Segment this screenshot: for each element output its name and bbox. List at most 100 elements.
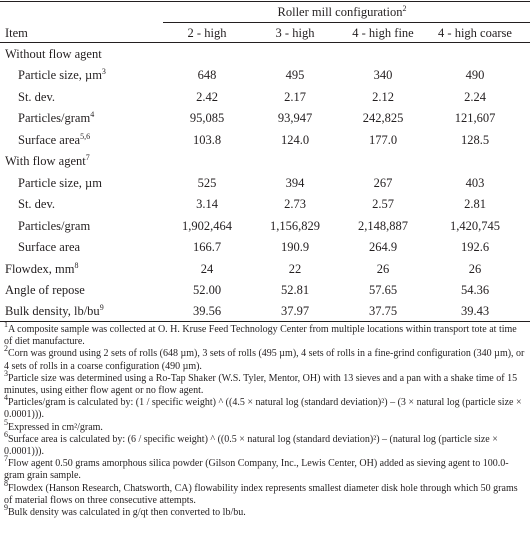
cell: 95,085 (190, 111, 224, 125)
row-label: Particle size, µm3 (18, 68, 106, 83)
cell-text: 2.42 (196, 89, 218, 104)
cell: 26 (377, 262, 390, 276)
superscript: 2 (402, 4, 407, 13)
cell: 3.14 (196, 197, 218, 211)
cell-text: 39.43 (460, 304, 490, 319)
cell-text: 2.12 (372, 89, 394, 104)
row-label-text: Particle size, µm (18, 68, 102, 83)
footnote-text: Flowdex (Hanson Research, Chatsworth, CA… (4, 482, 518, 506)
row-label: Flowdex, mm8 (5, 260, 79, 276)
cell-text: 3.14 (196, 197, 218, 212)
footnote-mark: 5 (4, 417, 8, 427)
cell: 24 (201, 262, 214, 276)
superscript: 5,6 (80, 131, 91, 141)
cell: 1,420,745 (450, 219, 500, 233)
footnote-text: Particles/gram is calculated by: (1 / sp… (4, 397, 522, 421)
cell: 495 (286, 68, 305, 82)
cell-text: 26 (376, 261, 390, 276)
cell-text: 340 (373, 68, 393, 83)
superscript: 4 (90, 110, 95, 120)
section-title-text: Without flow agent (5, 47, 102, 61)
row-label: Surface area5,6 (18, 131, 91, 147)
row-label-text: St. dev. (18, 197, 56, 212)
spanner: Roller mill configuration2 (278, 4, 407, 20)
footnote-text: Corn was ground using 2 sets of rolls (6… (4, 348, 525, 372)
cell-text: 1,420,745 (450, 218, 500, 233)
column-header: 2 - high (188, 26, 227, 40)
cell: 242,825 (363, 111, 404, 125)
row-label: St. dev. (18, 197, 55, 211)
cell: 39.43 (461, 304, 489, 318)
cell: 2.57 (372, 197, 394, 211)
column-header-text: 4 - high fine (352, 26, 414, 40)
cell: 93,947 (278, 111, 312, 125)
row-label-text: Particles/gram (18, 218, 91, 233)
cell: 192.6 (461, 240, 489, 254)
cell-text: 2.81 (464, 197, 486, 212)
cell-text: 177.0 (368, 132, 398, 147)
cell-text: 39.56 (192, 304, 222, 319)
cell-text: 37.97 (280, 304, 310, 319)
cell-text: 525 (197, 175, 217, 190)
cell: 403 (466, 176, 485, 190)
column-header-text: 3 - high (275, 26, 315, 40)
spanner-rule (163, 22, 530, 23)
top-rule (0, 1, 530, 2)
cell: 264.9 (369, 240, 397, 254)
cell: 190.9 (281, 240, 309, 254)
footnote-text: Particle size was determined using a Ro-… (4, 372, 518, 397)
cell: 103.8 (193, 133, 221, 147)
cell: 124.0 (281, 133, 309, 147)
column-header-text: 2 - high (187, 26, 227, 40)
cell-text: 242,825 (362, 111, 404, 126)
footnote-text: Flow agent 0.50 grams amorphous silica p… (4, 458, 509, 482)
footnote: 7Flow agent 0.50 grams amorphous silica … (4, 455, 526, 482)
row-label: St. dev. (18, 90, 55, 104)
superscript: 9 (99, 303, 104, 313)
footnote-mark: 6 (4, 429, 8, 439)
cell: 525 (198, 176, 217, 190)
row-label-text: Particle size, µm (18, 175, 102, 190)
cell-text: 54.36 (460, 282, 490, 297)
row-label-text: Surface area (18, 132, 81, 147)
bottom-rule (0, 321, 530, 322)
row-label-text: Angle of repose (5, 282, 85, 297)
section-title: Without flow agent (5, 47, 102, 61)
cell: 2.12 (372, 90, 394, 104)
footnote: 5Expressed in cm²/gram. (4, 418, 526, 434)
section-title-text: With flow agent (5, 154, 86, 169)
cell: 54.36 (461, 283, 489, 297)
cell: 57.65 (369, 283, 397, 297)
row-label-text: Bulk density, lb/bu (5, 304, 100, 319)
cell-text: 1,156,829 (270, 218, 320, 233)
cell-text: 192.6 (460, 240, 490, 255)
footnote: 8Flowdex (Hanson Research, Chatsworth, C… (4, 479, 526, 507)
row-label-text: Particles/gram (18, 111, 91, 126)
footnote-mark: 4 (4, 393, 8, 403)
cell-text: 37.75 (368, 304, 398, 319)
cell-text: 103.8 (192, 132, 222, 147)
cell: 2.24 (464, 90, 486, 104)
cell: 37.97 (281, 304, 309, 318)
cell-text: 95,085 (189, 111, 225, 126)
cell: 394 (286, 176, 305, 190)
cell-text: 648 (197, 68, 217, 83)
cell: 2,148,887 (358, 219, 408, 233)
cell: 2.17 (284, 90, 306, 104)
cell: 52.81 (281, 283, 309, 297)
row-label: Particles/gram (18, 219, 90, 233)
footnote: 9Bulk density was calculated in g/qt the… (4, 504, 526, 519)
cell: 1,902,464 (182, 219, 232, 233)
row-label: Angle of repose (5, 283, 85, 297)
footnotes: 1A composite sample was collected at O. … (4, 321, 526, 519)
column-header: 4 - high fine (352, 26, 413, 40)
cell-text: 2,148,887 (358, 218, 408, 233)
cell-text: 52.00 (192, 282, 222, 297)
footnote-mark: 7 (4, 454, 8, 464)
cell: 128.5 (461, 133, 489, 147)
cell: 648 (198, 68, 217, 82)
superscript: 8 (74, 260, 79, 270)
cell: 267 (374, 176, 393, 190)
cell-text: 2.24 (464, 89, 486, 104)
